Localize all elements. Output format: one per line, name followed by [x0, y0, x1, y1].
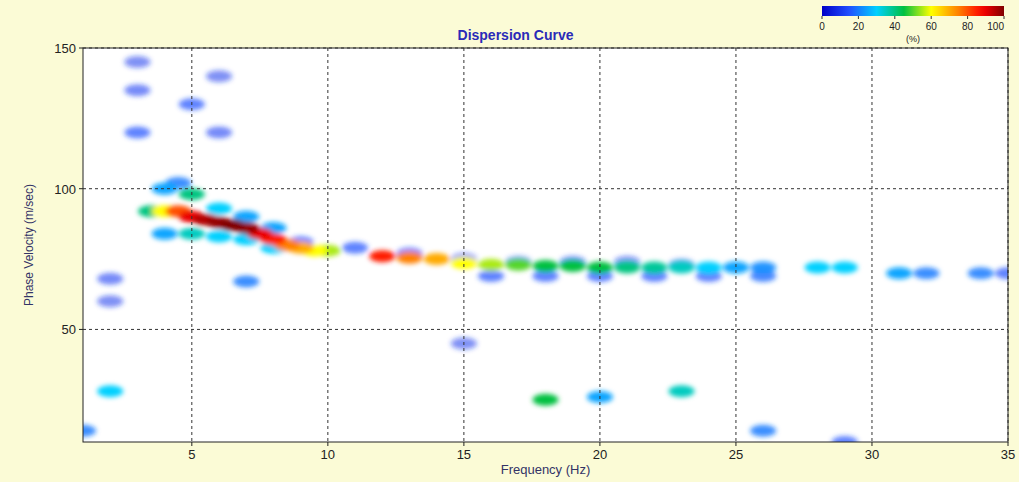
cell [750, 262, 776, 274]
tick [599, 442, 600, 446]
x-tick-label: 20 [593, 447, 607, 462]
cell [206, 70, 232, 82]
cell [913, 267, 939, 279]
cell [97, 385, 123, 397]
colorbar-tick-label: 0 [819, 21, 825, 32]
tick [191, 442, 192, 446]
cell [995, 267, 1008, 279]
title: Dispersion Curve [458, 27, 574, 43]
colorbar-tick [1004, 16, 1005, 19]
grid-line [463, 48, 464, 442]
cell [124, 56, 150, 68]
tick [735, 442, 736, 446]
cell [750, 425, 776, 437]
x-axis-title: Frequency (Hz) [501, 462, 591, 477]
cell [220, 219, 246, 231]
x-tick-label: 35 [1001, 447, 1015, 462]
grid-line [599, 48, 600, 442]
tick [871, 442, 872, 446]
colorbar-tick [858, 16, 859, 19]
colorbar-tick [931, 16, 932, 19]
cell [696, 262, 722, 274]
cell [641, 262, 667, 274]
colorbar-tick-label: 60 [926, 21, 938, 32]
cell [97, 273, 123, 285]
cell [396, 252, 422, 264]
cell [424, 253, 450, 265]
cell [805, 262, 831, 274]
tick [463, 442, 464, 446]
tick [79, 188, 83, 189]
cell [124, 84, 150, 96]
plot-frame [83, 48, 1008, 442]
cell [505, 259, 531, 271]
x-tick-label: 15 [457, 447, 471, 462]
grid-line [327, 48, 328, 442]
plot-area [83, 48, 1008, 442]
colorbar-tick [822, 16, 823, 19]
tick [1008, 442, 1009, 446]
x-tick-label: 10 [321, 447, 335, 462]
colorbar-tick-label: 20 [853, 21, 865, 32]
x-tick-label: 5 [188, 447, 195, 462]
cell [369, 250, 395, 262]
colorbar-tick [894, 16, 895, 19]
grid-line [191, 48, 192, 442]
cell [832, 262, 858, 274]
tick [79, 329, 83, 330]
cell [206, 231, 232, 243]
cell [478, 259, 504, 271]
cell [669, 385, 695, 397]
cell [533, 260, 559, 272]
colorbar-tick [967, 16, 968, 19]
colorbar-tick-label: 100 [987, 21, 1004, 32]
grid-line [83, 329, 1008, 330]
cells [83, 56, 1008, 442]
cell [614, 262, 640, 274]
cell [968, 267, 994, 279]
y-tick-label: 50 [62, 322, 76, 337]
chart: 5 10 15 20 25 30 35 50 100 150 Dispersion Curve Fre… [0, 0, 1019, 482]
cell [342, 242, 368, 254]
grid-line [871, 48, 872, 442]
cell [533, 394, 559, 406]
cell [97, 295, 123, 307]
grid-line [735, 48, 736, 442]
grid-line [83, 188, 1008, 189]
y-tick-label: 100 [54, 182, 76, 197]
cell [206, 202, 232, 214]
cell [83, 425, 96, 437]
cell [478, 270, 504, 282]
y-axis-title: Phase Velocity (m/sec) [22, 184, 36, 306]
cell [233, 276, 259, 288]
cell [832, 436, 858, 442]
cell [124, 126, 150, 138]
colorbar-tick-label: 40 [889, 21, 901, 32]
y-tick-label: 150 [54, 41, 76, 56]
colorbar-tick-label: 80 [962, 21, 974, 32]
cell [886, 267, 912, 279]
colorbar [822, 6, 1004, 16]
colorbar-label: (%) [906, 34, 920, 44]
tick [327, 442, 328, 446]
x-tick-label: 25 [729, 447, 743, 462]
cell [152, 228, 178, 240]
x-tick-label: 30 [865, 447, 879, 462]
cell [206, 126, 232, 138]
cell [669, 262, 695, 274]
tick [79, 48, 83, 49]
cell [560, 260, 586, 272]
